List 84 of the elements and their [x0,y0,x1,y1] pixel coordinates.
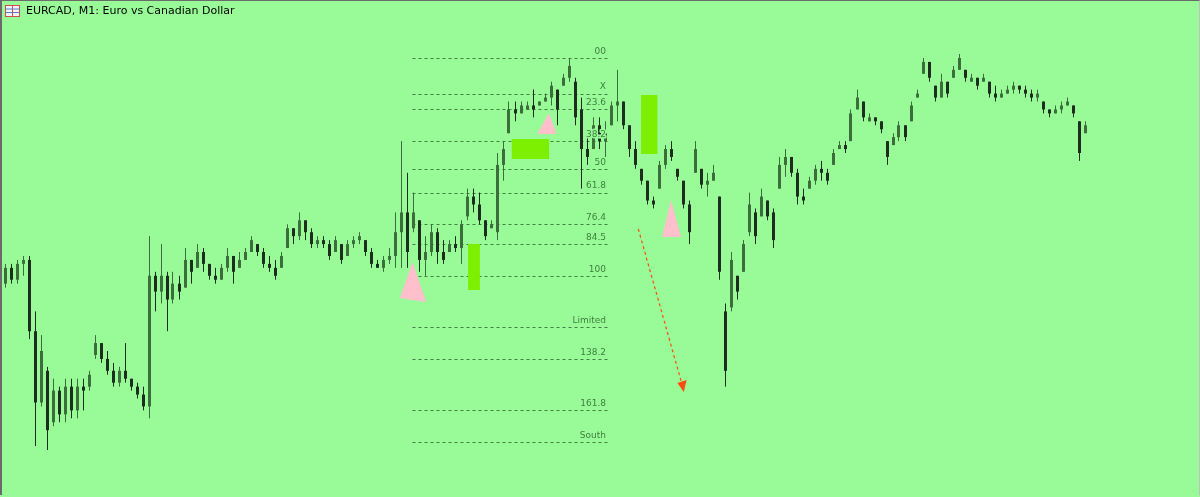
candlestick [178,275,181,301]
candlestick [754,207,757,245]
candlestick [400,140,403,269]
candlestick [370,247,373,269]
annotation: 00 [594,45,607,56]
candlestick [82,378,85,411]
candlestick [124,342,127,384]
candlestick [628,124,631,158]
candlestick [778,156,781,190]
annotation: Limited [572,315,606,326]
candlestick [760,188,763,217]
candlestick [226,247,229,273]
candlestick [412,192,415,233]
candlestick [940,73,943,99]
candlestick [328,239,331,261]
annotation: 100 [588,263,607,274]
candlestick [112,362,115,388]
candlestick [430,223,433,257]
candlestick [298,211,301,241]
annotation: 61.8 [585,180,607,191]
candlestick [118,366,121,388]
candlestick [442,239,445,265]
candlestick [232,255,235,285]
candlestick [16,259,19,285]
candlestick [304,219,307,241]
candlestick [682,180,685,209]
annotation: 50 [594,156,607,167]
candlestick [586,136,589,166]
annotation: 161.8 [580,398,607,409]
candlestick [274,259,277,281]
candlestick [796,168,799,205]
candlestick [622,101,625,130]
annotation: South [579,429,606,440]
annotation: X [599,81,606,92]
candlestick [394,211,397,269]
candlestick [460,219,463,265]
candlestick [94,334,97,360]
candlestick [466,188,469,221]
annotation: 23.6 [585,97,607,108]
candlestick [166,271,169,332]
candlestick [550,81,553,106]
candlestick [634,140,637,170]
candlestick [436,227,439,265]
candlestick [310,227,313,249]
candlestick [484,219,487,241]
candlestick [532,89,535,118]
candlestick [478,192,481,225]
candlestick [658,160,661,190]
candlestick [694,140,697,174]
candlestick [88,370,91,392]
candlestick [670,140,673,162]
candlestick [142,386,145,411]
candlestick [556,89,559,126]
candlestick [160,243,163,304]
candlestick [514,101,517,122]
candlestick [814,164,817,186]
candlestick [820,160,823,182]
candlestick [76,378,79,419]
chart-title: EURCAD, M1: Euro vs Canadian Dollar [26,4,235,17]
annotation: 76.4 [585,212,607,223]
annotation: 138.2 [580,346,606,357]
candlestick [568,57,571,83]
candlestick [664,144,667,170]
candlestick [784,148,787,178]
candlestick [58,386,61,423]
candlestick [340,243,343,265]
candlestick [424,235,427,277]
candlestick [202,247,205,273]
candlestick [100,342,103,364]
candlestick [507,101,510,134]
candlestick [106,350,109,376]
candlestick [886,140,889,166]
candlestick [706,172,709,198]
candlestick [10,263,13,285]
candlestick [502,140,505,182]
candlestick [196,243,199,269]
candlestick [897,120,900,142]
annotation: 84.5 [585,231,606,242]
candlestick [70,378,73,419]
candlestick [4,263,7,289]
candlestick [22,255,25,277]
candlestick [171,271,174,304]
candlestick [154,271,157,312]
candlestick [262,247,265,269]
